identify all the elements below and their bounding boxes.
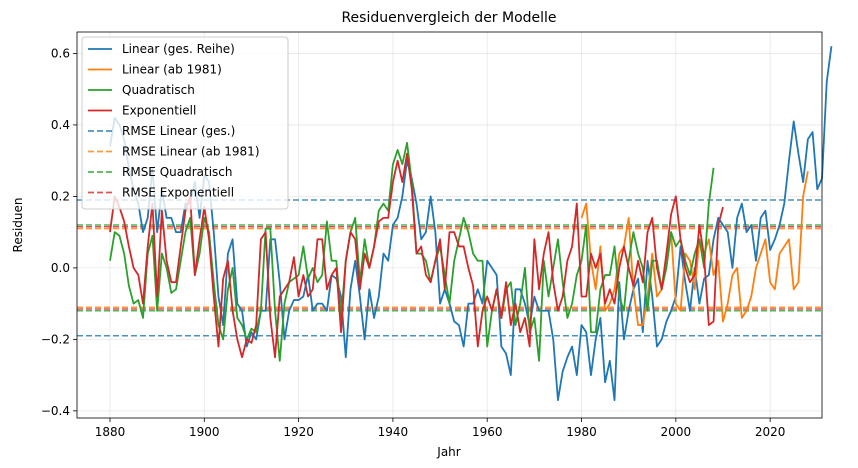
series-line-exponentiell — [109, 152, 724, 359]
x-tick-label: 1880 — [95, 425, 126, 439]
y-tick-label: 0.4 — [51, 118, 70, 132]
x-tick-label: 2020 — [755, 425, 786, 439]
legend-label-linear-ges-reihe: Linear (ges. Reihe) — [122, 42, 235, 56]
y-tick-label: −0.2 — [41, 332, 70, 346]
legend-label-rmse-quadratisch: RMSE Quadratisch — [122, 165, 233, 179]
y-tick-label: 0.6 — [51, 46, 70, 60]
legend-label-rmse-exponentiell: RMSE Exponentiell — [122, 186, 234, 200]
plot-frame — [76, 31, 823, 419]
legend-box — [81, 36, 289, 210]
legend-label-quadratisch: Quadratisch — [122, 83, 195, 97]
legend-label-exponentiell: Exponentiell — [122, 104, 196, 118]
x-tick-label: 1980 — [566, 425, 597, 439]
x-tick-label: 1940 — [378, 425, 409, 439]
legend-label-rmse-linear-ab-1981: RMSE Linear (ab 1981) — [122, 145, 260, 159]
legend-label-rmse-linear-ges: RMSE Linear (ges.) — [122, 124, 235, 138]
chart-title: Residuenvergleich der Modelle — [341, 10, 556, 26]
x-tick-label: 1920 — [283, 425, 314, 439]
y-axis-title: Residuen — [11, 198, 25, 253]
x-axis-ticks: 1880 1900 1920 1940 1960 1980 2000 2020 — [95, 418, 786, 439]
legend: Linear (ges. Reihe) Linear (ab 1981) Quadr… — [81, 36, 289, 210]
x-axis-title: Jahr — [436, 445, 460, 459]
x-tick-label: 2000 — [661, 425, 692, 439]
rmse-lines — [77, 199, 822, 337]
x-tick-label: 1900 — [189, 425, 220, 439]
y-tick-label: 0.0 — [51, 261, 70, 275]
legend-label-linear-ab-1981: Linear (ab 1981) — [122, 63, 222, 77]
y-axis-ticks: −0.4 −0.2 0.0 0.2 0.4 0.6 — [41, 46, 77, 418]
x-tick-label: 1960 — [472, 425, 503, 439]
series-lines — [109, 46, 833, 402]
y-tick-label: 0.2 — [51, 189, 70, 203]
series-line-linear-ab-1981 — [580, 171, 809, 326]
y-tick-label: −0.4 — [41, 404, 70, 418]
